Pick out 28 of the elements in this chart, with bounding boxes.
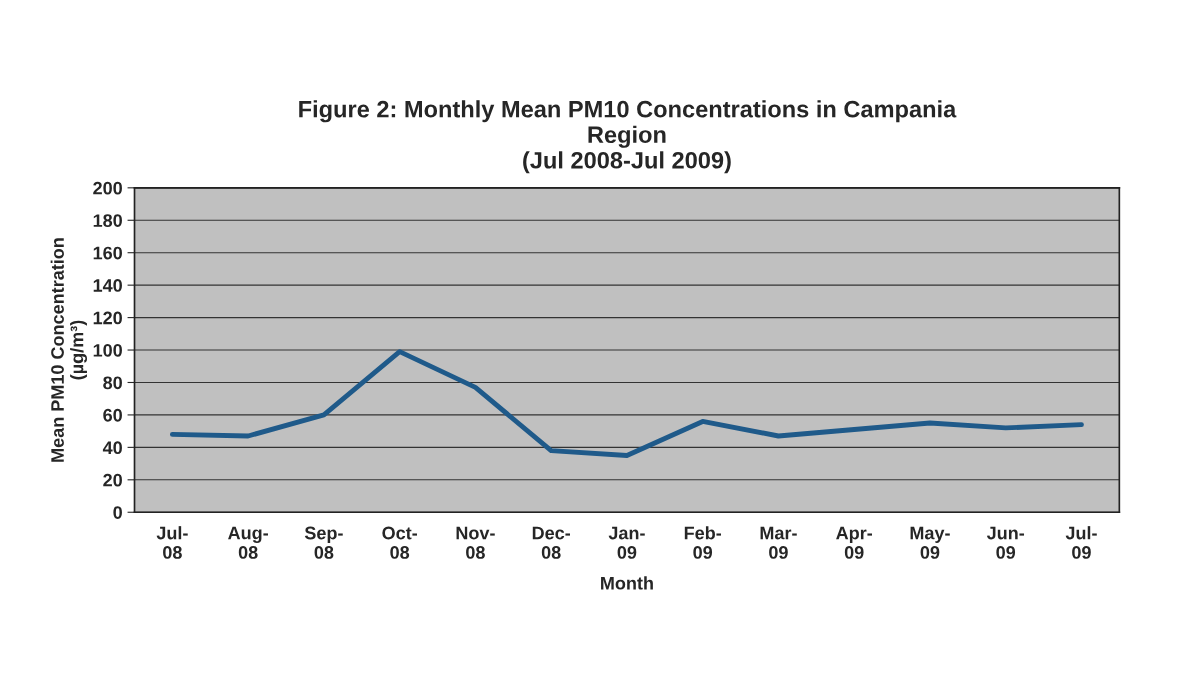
x-tick-label: Oct- 08: [382, 526, 417, 559]
y-tick-label: 80: [103, 376, 122, 390]
x-tick-label: Dec- 08: [532, 526, 571, 559]
x-tick-label: Jul- 08: [156, 526, 188, 559]
x-tick-label: Jun- 09: [986, 526, 1025, 559]
y-tick-label: 200: [93, 181, 122, 195]
chart-title: Figure 2: Monthly Mean PM10 Concentrations in Campania Region (Jul 2008-Jul 2009): [299, 100, 957, 174]
y-axis-title: Mean PM10 Concentration (µg/m³): [50, 238, 88, 462]
x-tick-label: Mar- 09: [760, 526, 797, 559]
x-tick-label: Aug- 08: [228, 526, 268, 559]
x-tick-label: Jan- 09: [608, 526, 645, 559]
y-tick-label: 0: [113, 506, 122, 519]
x-tick-label: Apr- 09: [836, 526, 873, 559]
x-axis-title: Month: [601, 576, 653, 590]
x-tick-label: May- 09: [910, 526, 950, 559]
line-series: [169, 349, 1084, 458]
y-tick-label: 60: [103, 408, 122, 422]
y-tick-label: 120: [93, 311, 122, 325]
y-tick-label: 20: [103, 473, 122, 487]
y-tick-label: 100: [93, 343, 122, 357]
y-tick-label: 180: [93, 214, 122, 227]
x-tick-label: Jul- 09: [1065, 526, 1097, 559]
y-tick-label: 160: [93, 246, 122, 260]
x-tick-label: Nov- 08: [456, 526, 495, 559]
x-tick-label: Sep- 08: [304, 526, 343, 559]
y-tick-label: 40: [102, 441, 122, 455]
x-tick-label: Feb- 09: [684, 526, 722, 559]
y-tick-label: 140: [93, 279, 122, 292]
